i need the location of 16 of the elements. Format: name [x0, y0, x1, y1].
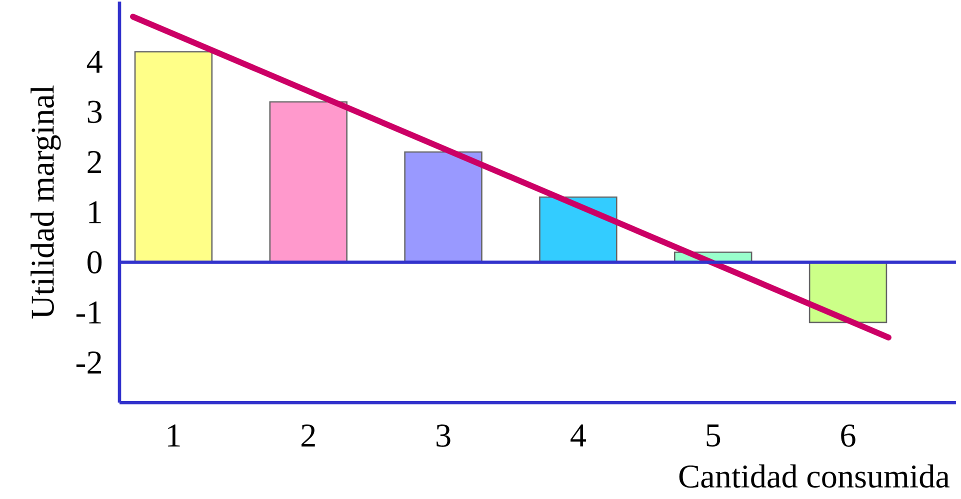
x-tick-label: 2	[302, 424, 315, 447]
bar	[808, 262, 888, 324]
x-tick-label: 3	[436, 424, 450, 447]
y-tick-label: 0	[88, 251, 102, 274]
y-axis-title: Utilidad marginal	[30, 86, 61, 319]
y-tick-label: 3	[88, 100, 102, 124]
x-tick-label: 5	[706, 424, 720, 447]
x-axis-title: Cantidad consumida	[679, 464, 950, 488]
y-tick-label: 4	[86, 50, 102, 73]
y-tick-label: 2	[88, 151, 102, 174]
x-tick-label: 1	[168, 424, 180, 447]
y-tick-label: 1	[89, 201, 101, 224]
y-tick-label: -1	[76, 302, 101, 324]
y-tick-label: -2	[76, 352, 102, 374]
x-tick-label: 4	[570, 424, 586, 446]
x-tick-label: 6	[841, 424, 856, 447]
